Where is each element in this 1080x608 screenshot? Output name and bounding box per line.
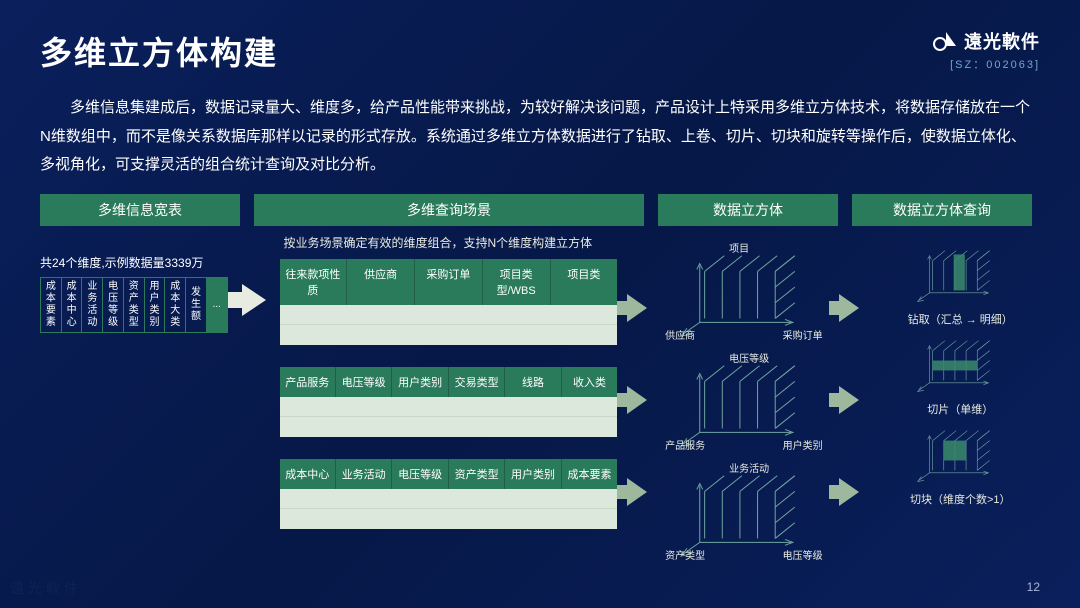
dim-cell: 用户类别 [145,278,166,332]
scenario-header-cell: 电压等级 [336,367,392,397]
scenario-header-cell: 线路 [505,367,561,397]
slide-title: 多维立方体构建 [40,28,278,74]
query-label: 切块（维度个数>1） [881,491,1040,507]
query-label: 切片（单维） [881,401,1040,417]
dim-cell: 业务活动 [82,278,103,332]
scenario-header-cell: 电压等级 [392,459,448,489]
data-cube: 电压等级产品服务用户类别 [669,352,828,450]
arrows-2 [627,234,659,506]
cube-section: 项目供应商采购订单电压等级产品服务用户类别业务活动资产类型电压等级 [669,234,828,560]
column-headers: 多维信息宽表 多维查询场景 数据立方体 数据立方体查询 [40,194,1040,226]
scenario-header-cell: 项目类 [551,259,618,305]
col-header-4: 数据立方体查询 [852,194,1032,226]
dim-cell: 发生额 [186,278,207,332]
data-cube: 业务活动资产类型电压等级 [669,462,828,560]
dim-cell: 电压等级 [103,278,124,332]
col-header-3: 数据立方体 [658,194,838,226]
page-number: 12 [1027,580,1040,594]
scenario-header-cell: 往来款项性质 [280,259,348,305]
dim-cell: ... [207,278,227,332]
wide-table-section: 共24个维度,示例数据量3339万 成本要素成本中心业务活动电压等级资产类型用户… [40,234,228,333]
dim-cell: 成本大类 [165,278,186,332]
col-header-2: 多维查询场景 [254,194,644,226]
scenario-table: 往来款项性质供应商采购订单项目类型/WBS项目类 [280,259,618,345]
scenario-header-cell: 收入类 [562,367,617,397]
scenario-header-cell: 供应商 [347,259,415,305]
scenario-header-cell: 成本要素 [562,459,617,489]
query-cube: 钻取（汇总 → 明细） [881,242,1040,320]
watermark: 遠光軟件 [10,578,82,598]
col-header-1: 多维信息宽表 [40,194,240,226]
stock-code: [SZ：002063] [932,56,1040,72]
arrows-3 [839,234,871,506]
data-cube: 项目供应商采购订单 [669,242,828,340]
dim-cell: 成本中心 [62,278,83,332]
query-cube: 切片（单维） [881,332,1040,410]
dim-cell: 成本要素 [41,278,62,332]
logo-icon [932,28,958,54]
logo-block: 遠光軟件 [SZ：002063] [932,28,1040,72]
logo-text: 遠光軟件 [964,28,1040,54]
scenario-table: 产品服务电压等级用户类别交易类型线路收入类 [280,367,618,437]
scenario-section: 按业务场景确定有效的维度组合，支持N个维度构建立方体 往来款项性质供应商采购订单… [280,234,618,551]
scenario-header-cell: 成本中心 [280,459,336,489]
arrow-1 [238,234,270,316]
query-label: 钻取（汇总 → 明细） [881,311,1040,327]
query-cube: 切块（维度个数>1） [881,422,1040,500]
dim-cell: 资产类型 [124,278,145,332]
scenario-header-cell: 用户类别 [392,367,448,397]
scenario-header-cell: 交易类型 [449,367,505,397]
scenario-header-cell: 采购订单 [415,259,483,305]
query-section: 钻取（汇总 → 明细） 切片（单维） 切块（维度个数>1） [881,234,1040,500]
dimension-table: 成本要素成本中心业务活动电压等级资产类型用户类别成本大类发生额... [40,277,228,333]
scenario-header-cell: 项目类型/WBS [483,259,551,305]
description: 多维信息集建成后，数据记录量大、维度多，给产品性能带来挑战，为较好解决该问题，产… [40,94,1040,180]
scenario-header-cell: 用户类别 [505,459,561,489]
scenario-note: 按业务场景确定有效的维度组合，支持N个维度构建立方体 [280,234,618,251]
scenario-table: 成本中心业务活动电压等级资产类型用户类别成本要素 [280,459,618,529]
dim-caption: 共24个维度,示例数据量3339万 [40,254,228,271]
scenario-header-cell: 业务活动 [336,459,392,489]
scenario-header-cell: 资产类型 [449,459,505,489]
scenario-header-cell: 产品服务 [280,367,336,397]
